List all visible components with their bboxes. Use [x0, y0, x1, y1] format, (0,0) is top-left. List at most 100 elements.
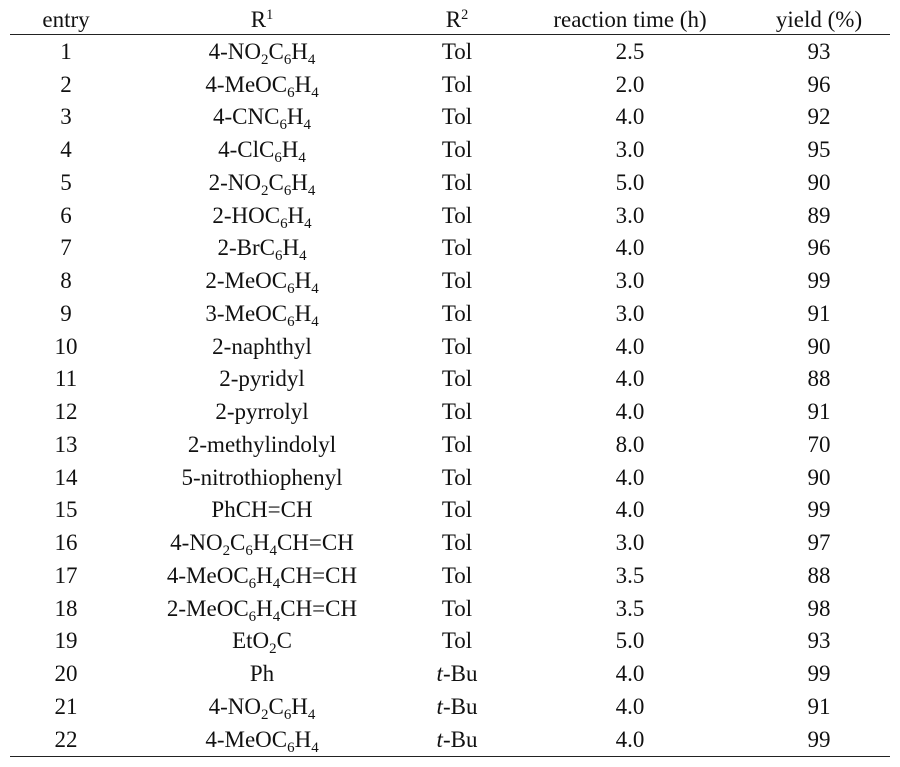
cell-r1: 2-methylindolyl	[122, 428, 402, 461]
cell-r1-segment: 2	[261, 183, 269, 200]
cell-r1-segment: 4	[298, 150, 306, 167]
cell-yield: 88	[807, 366, 831, 392]
cell-r2-segment: t	[436, 661, 443, 687]
cell-r1-segment: 4	[272, 576, 281, 593]
cell-reaction-time: 4.0	[615, 661, 645, 687]
cell-r2-segment: Tol	[441, 399, 473, 425]
table-row: 8 2-MeOC6H4 Tol 3.0 99	[10, 264, 890, 297]
cell-yield: 96	[807, 71, 831, 97]
cell-entry: 13	[54, 431, 78, 457]
cell-entry: 8	[60, 268, 72, 294]
cell-r1-segment: 6	[248, 608, 257, 625]
cell-yield: 90	[807, 464, 831, 490]
cell-r1-segment: 2-naphthyl	[212, 333, 312, 359]
cell-r2-segment: Tol	[441, 366, 473, 392]
cell-r1-segment: 2-pyrrolyl	[215, 399, 309, 425]
cell-r1-segment: 6	[287, 281, 295, 298]
cell-r1-segment: CH=CH	[280, 562, 358, 588]
cell-r2: Tol	[402, 101, 512, 134]
cell-r1-segment: H	[256, 562, 273, 588]
cell-reaction-time: 3.5	[615, 595, 645, 621]
cell-r1-segment: 4	[311, 281, 319, 298]
cell-entry: 20	[54, 661, 78, 687]
cell-r1-segment: 2	[222, 543, 231, 560]
cell-r1-segment: 6	[283, 707, 292, 724]
cell-r2-segment: Tol	[441, 202, 473, 228]
cell-r2: t-Bu	[402, 690, 512, 723]
cell-entry: 6	[60, 202, 72, 228]
cell-r1: 4-ClC6H4	[122, 133, 402, 166]
cell-yield: 99	[807, 497, 831, 523]
cell-r1-segment: 6	[274, 150, 282, 167]
cell-r1: 3-MeOC6H4	[122, 297, 402, 330]
cell-r1-segment: 4-NO	[208, 38, 261, 64]
cell-entry: 2	[60, 71, 72, 97]
header-entry: entry	[10, 4, 122, 35]
table-row: 19 EtO2C Tol 5.0 93	[10, 625, 890, 658]
cell-reaction-time: 4.0	[615, 366, 645, 392]
cell-r2-segment: Tol	[441, 497, 473, 523]
table-row: 17 4-MeOC6H4CH=CH Tol 3.5 88	[10, 559, 890, 592]
cell-yield: 90	[807, 169, 831, 195]
cell-r1-segment: 6	[279, 117, 287, 134]
table-row: 6 2-HOC6H4 Tol 3.0 89	[10, 199, 890, 232]
cell-r1: 2-NO2C6H4	[122, 166, 402, 199]
cell-yield: 88	[807, 562, 831, 588]
cell-reaction-time: 5.0	[615, 628, 645, 654]
cell-r1-segment: H	[294, 300, 312, 326]
cell-r2: Tol	[402, 625, 512, 658]
cell-entry: 3	[60, 104, 72, 130]
cell-r1: 2-pyrrolyl	[122, 395, 402, 428]
header-reaction-time: reaction time (h)	[512, 4, 748, 35]
cell-r1-segment: 2-MeOC	[166, 595, 249, 621]
cell-r2-segment: Tol	[441, 464, 473, 490]
cell-entry: 10	[54, 333, 78, 359]
cell-r2: Tol	[402, 592, 512, 625]
cell-entry: 9	[60, 300, 72, 326]
cell-r1-segment: PhCH=CH	[211, 497, 313, 523]
cell-r1-segment: 4	[311, 314, 319, 331]
table-row: 16 4-NO2C6H4CH=CH Tol 3.0 97	[10, 526, 890, 559]
table-row: 3 4-CNC6H4 Tol 4.0 92	[10, 101, 890, 134]
cell-yield: 91	[807, 399, 831, 425]
cell-entry: 16	[54, 530, 78, 556]
cell-r1-segment: Ph	[249, 661, 275, 687]
cell-r1-segment: 4	[272, 608, 281, 625]
cell-reaction-time: 3.0	[615, 300, 645, 326]
cell-reaction-time: 4.0	[615, 399, 645, 425]
cell-r1-segment: 4	[299, 248, 307, 265]
table-row: 13 2-methylindolyl Tol 8.0 70	[10, 428, 890, 461]
cell-r2: Tol	[402, 35, 512, 68]
cell-yield: 91	[807, 300, 831, 326]
cell-r1-segment: 4	[307, 52, 316, 69]
cell-r1-segment: C	[268, 693, 284, 719]
table-row: 20 Ph t-Bu 4.0 99	[10, 657, 890, 690]
cell-reaction-time: 4.0	[615, 235, 645, 261]
cell-r1: 2-MeOC6H4	[122, 264, 402, 297]
table-row: 12 2-pyrrolyl Tol 4.0 91	[10, 395, 890, 428]
cell-r2: Tol	[402, 395, 512, 428]
cell-r1: Ph	[122, 657, 402, 690]
cell-r1-segment: 6	[287, 739, 295, 756]
cell-r1-segment: 6	[280, 215, 288, 232]
cell-r2: Tol	[402, 68, 512, 101]
cell-yield: 95	[807, 137, 831, 163]
cell-r2-segment: Tol	[441, 530, 473, 556]
cell-r2-segment: Tol	[441, 268, 473, 294]
cell-yield: 96	[807, 235, 831, 261]
cell-r1-segment: 6	[287, 84, 295, 101]
cell-r1-segment: 4	[269, 543, 277, 560]
cell-r2: Tol	[402, 428, 512, 461]
cell-yield: 97	[807, 530, 831, 556]
cell-r1-segment: 2-methylindolyl	[187, 431, 337, 457]
cell-r2-segment: Tol	[441, 169, 473, 195]
cell-r1-segment: 4	[303, 117, 311, 134]
cell-r1-segment: 2-NO	[208, 169, 261, 195]
cell-r1: 2-MeOC6H4CH=CH	[122, 592, 402, 625]
cell-r2: Tol	[402, 166, 512, 199]
cell-reaction-time: 2.0	[615, 71, 645, 97]
cell-r2-segment: Tol	[441, 137, 473, 163]
cell-r1-segment: 4-MeOC	[166, 562, 249, 588]
cell-r2-segment: Tol	[441, 333, 473, 359]
